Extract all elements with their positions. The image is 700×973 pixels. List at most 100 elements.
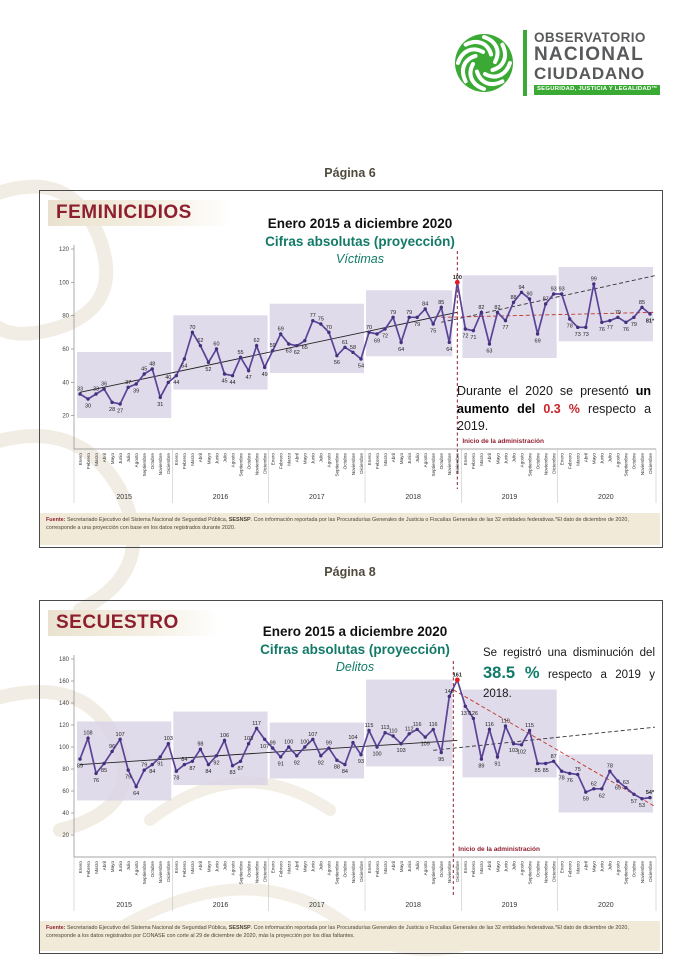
month-label: Agosto (616, 861, 621, 876)
point-label: 77 (502, 325, 508, 331)
month-label: Enero (559, 861, 564, 874)
point-label: 78 (567, 324, 573, 330)
data-point (407, 732, 411, 736)
data-point (648, 312, 652, 316)
point-label: 107 (116, 732, 125, 738)
month-label: Junio (503, 453, 508, 464)
trend-line-solid (79, 311, 458, 393)
month-label: Noviembre (254, 453, 259, 476)
point-label: 59 (270, 343, 276, 349)
data-point (246, 742, 251, 746)
data-point (174, 373, 179, 378)
month-label: Septiembre (142, 861, 147, 885)
month-label: Septiembre (238, 453, 243, 477)
period-title: Enero 2015 a diciembre 2020 (262, 624, 448, 639)
point-label: 84 (342, 769, 348, 775)
month-label: Marzo (383, 453, 388, 466)
month-label: Septiembre (527, 453, 532, 477)
month-label: Julio (126, 453, 131, 463)
month-label: Mayo (303, 861, 308, 873)
data-point (576, 772, 580, 777)
data-point (206, 360, 211, 365)
data-point (624, 320, 628, 325)
data-point (527, 728, 532, 733)
month-label: Enero (174, 861, 179, 874)
data-point (319, 754, 323, 758)
point-label: 60 (213, 342, 219, 348)
year-label: 2015 (116, 494, 132, 501)
point-label: 79 (406, 310, 412, 316)
y-tick-label: 140 (59, 701, 70, 707)
month-label: Enero (367, 861, 372, 874)
point-label: 87 (189, 766, 195, 772)
point-label: 62 (254, 338, 260, 344)
data-point (126, 768, 130, 772)
data-point (511, 300, 516, 305)
month-label: Septiembre (624, 861, 629, 885)
month-label: Julio (415, 453, 420, 463)
point-label: 85 (101, 768, 107, 774)
point-label: 44 (229, 380, 235, 386)
feminicidios-footnote: Fuente: Secretariado Ejecutivo del Siste… (40, 513, 660, 545)
data-point (399, 340, 403, 345)
data-point (383, 731, 387, 735)
y-tick-label: 60 (62, 347, 69, 353)
month-label: Agosto (423, 453, 428, 468)
data-point (287, 745, 291, 749)
data-point (262, 365, 267, 370)
point-label: 103 (244, 736, 253, 742)
data-point (431, 727, 435, 732)
data-point (335, 758, 339, 762)
data-point (118, 402, 122, 406)
data-point (519, 290, 524, 295)
data-point (616, 779, 620, 783)
footnote-text2: . Con información reportada por las Proc… (250, 517, 629, 523)
data-point (584, 325, 588, 330)
footnote-prefix: Fuente: (46, 925, 66, 931)
point-label: 84 (205, 769, 211, 775)
point-label: 161 (453, 672, 462, 678)
point-label: 116 (485, 722, 494, 728)
month-label: Diciembre (455, 453, 460, 474)
month-label: Febrero (182, 861, 187, 878)
point-label: 119 (501, 719, 510, 725)
data-point (311, 318, 315, 323)
month-label: Diciembre (166, 861, 171, 882)
admin-start-label: Inicio de la administración (458, 846, 540, 853)
data-point (110, 400, 114, 405)
data-point (86, 736, 90, 740)
month-label: Agosto (519, 453, 524, 468)
month-label: Enero (463, 861, 468, 874)
month-label: Junio (311, 861, 316, 872)
month-label: Septiembre (527, 861, 532, 885)
data-point (270, 746, 275, 750)
annotation-text2: respecto a 2019. (457, 401, 652, 434)
month-label: Diciembre (262, 453, 267, 474)
month-label: Abril (487, 861, 492, 870)
point-label: 33 (77, 387, 83, 393)
month-label: Febrero (182, 453, 187, 470)
month-label: Febrero (279, 861, 284, 878)
point-label: 100 (300, 740, 309, 746)
annotation-bold: un aumento del (457, 384, 651, 416)
point-label: 30 (85, 404, 91, 410)
month-label: Marzo (479, 453, 484, 466)
point-label: 93 (559, 287, 565, 293)
point-label: 85 (438, 300, 444, 306)
point-label: 57 (631, 799, 637, 805)
point-label: 91 (278, 761, 284, 767)
subtitle: Cifras absolutas (proyección) (265, 234, 455, 250)
month-label: Diciembre (262, 861, 267, 882)
point-label: 75 (575, 767, 581, 773)
y-tick-label: 20 (62, 414, 69, 420)
data-point (182, 357, 187, 361)
data-point (303, 338, 307, 343)
data-point (214, 347, 219, 351)
data-point (150, 762, 154, 767)
data-point (640, 305, 644, 310)
data-point (559, 292, 564, 296)
data-point (495, 755, 500, 759)
month-label: Noviembre (640, 861, 645, 884)
data-point (367, 330, 371, 335)
point-label: 73 (583, 332, 589, 338)
